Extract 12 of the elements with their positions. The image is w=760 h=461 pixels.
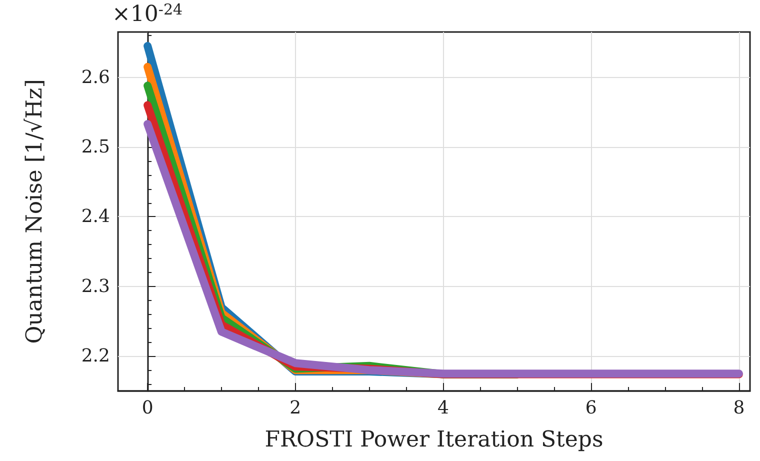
- y-tick-label: 2.2: [81, 346, 110, 367]
- y-axis-title: Quantum Noise [1/√Hz]: [22, 79, 48, 344]
- y-tick-label: 2.3: [81, 276, 110, 297]
- x-tick-label: 2: [290, 398, 302, 418]
- y-tick-label: 2.4: [81, 206, 110, 228]
- x-tick-label: 4: [438, 398, 449, 418]
- y-tick-label: 2.5: [81, 136, 110, 158]
- x-tick-label: 0: [142, 398, 154, 418]
- x-tick-label: 6: [585, 398, 597, 418]
- x-tick-label: 8: [733, 398, 745, 418]
- y-tick-label: 2.6: [81, 66, 110, 88]
- x-axis-title: FROSTI Power Iteration Steps: [264, 428, 604, 452]
